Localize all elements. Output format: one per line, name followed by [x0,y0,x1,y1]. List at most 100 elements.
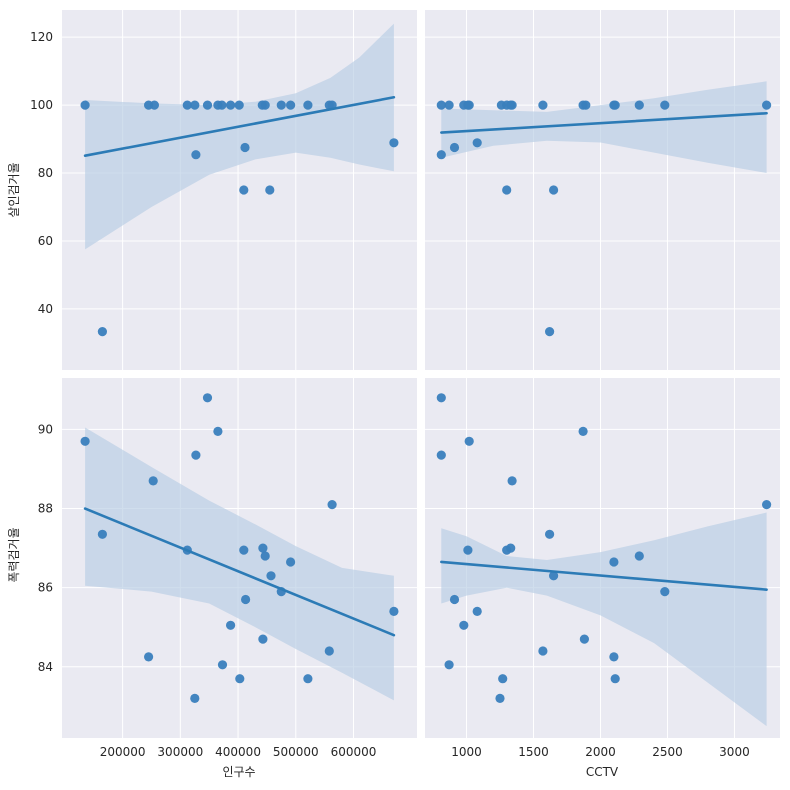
x-tick-label: 400000 [215,745,261,759]
data-point [217,100,227,110]
confidence-band [85,23,394,250]
y-tick-label: 84 [38,660,53,674]
data-point [507,476,517,486]
data-point [436,100,446,110]
data-point [464,100,474,110]
data-point [234,100,244,110]
data-point [149,100,159,110]
data-point [459,620,469,630]
data-point [634,100,644,110]
data-point [762,500,772,510]
data-point [545,327,555,337]
data-point [286,557,296,567]
x-tick-label: 600000 [331,745,377,759]
y-tick-label: 100 [30,98,53,112]
x-tick-label: 1000 [451,745,482,759]
panel-1-1: 1000 1500 2000 2500 3000 [425,378,780,759]
data-point [609,652,619,662]
data-point [506,543,516,553]
data-point [472,606,482,617]
y-axis-label-violence-arrest-rate: 폭력검거율 [7,527,21,582]
y-tick-label: 80 [38,166,53,180]
data-point [545,529,555,539]
data-point [303,674,313,684]
y-tick-label: 86 [38,581,53,595]
data-point [436,393,446,403]
data-point [444,100,454,110]
data-point [148,476,158,486]
data-point [634,551,644,561]
x-tick-label: 1500 [518,745,549,759]
data-point [762,100,772,110]
panel-0-1 [425,10,780,370]
x-tick-label: 2000 [585,745,616,759]
data-point [240,142,250,153]
data-point [191,450,201,460]
y-axis-label-murder-arrest-rate: 살인검거율 [7,162,21,217]
regression-line [440,560,768,591]
data-point [436,150,446,160]
data-point [258,634,268,644]
data-point [258,543,268,553]
data-point [327,500,337,510]
data-point [144,652,154,662]
data-point [260,551,270,561]
data-point [463,545,473,555]
data-point [498,674,508,684]
regression-line [440,111,768,134]
data-point [581,100,591,110]
data-point [80,436,90,446]
x-tick-label: 3000 [719,745,750,759]
data-point [610,674,620,684]
data-point [444,660,454,670]
data-point [226,620,236,630]
data-point [538,100,548,110]
data-point [549,185,559,195]
data-point [464,436,474,446]
data-point [202,100,213,110]
panel-1-0: 84 86 88 90 200000 300000 400000 500000 600000 [38,378,417,759]
confidence-band [441,81,767,173]
data-point [266,571,276,581]
data-point [226,100,236,110]
y-tick-label: 60 [38,234,53,248]
x-axis-label-cctv: CCTV [586,765,619,779]
data-point [389,606,399,617]
data-point [436,450,446,460]
x-tick-label: 300000 [157,745,203,759]
data-point [241,594,251,605]
regression-line [83,507,396,637]
panel-background [425,10,780,370]
data-point [578,426,588,436]
data-point [538,646,548,656]
data-point [190,100,200,110]
data-point [324,646,334,656]
data-point [80,100,90,110]
data-point [97,327,107,337]
x-axis-label-population: 인구수 [222,765,255,779]
data-point [239,185,249,195]
data-point [217,660,228,670]
data-point [239,545,249,555]
x-tick-label: 500000 [273,745,319,759]
data-point [579,634,590,644]
data-point [202,393,213,403]
data-point [549,571,559,581]
data-point [660,100,670,110]
y-tick-label: 90 [38,422,53,436]
data-point [265,185,275,195]
data-point [191,150,201,160]
panel-0-0: 40 60 80 100 120 [30,10,417,370]
data-point [97,529,107,539]
data-point [507,100,517,110]
data-point [303,100,313,110]
x-tick-label: 2500 [652,745,683,759]
y-tick-label: 120 [30,30,53,44]
data-point [213,426,223,436]
data-point [235,674,245,684]
data-point [449,594,460,605]
data-point [286,100,296,110]
data-point [472,138,482,148]
y-tick-label: 40 [38,302,53,316]
data-point [276,100,286,110]
